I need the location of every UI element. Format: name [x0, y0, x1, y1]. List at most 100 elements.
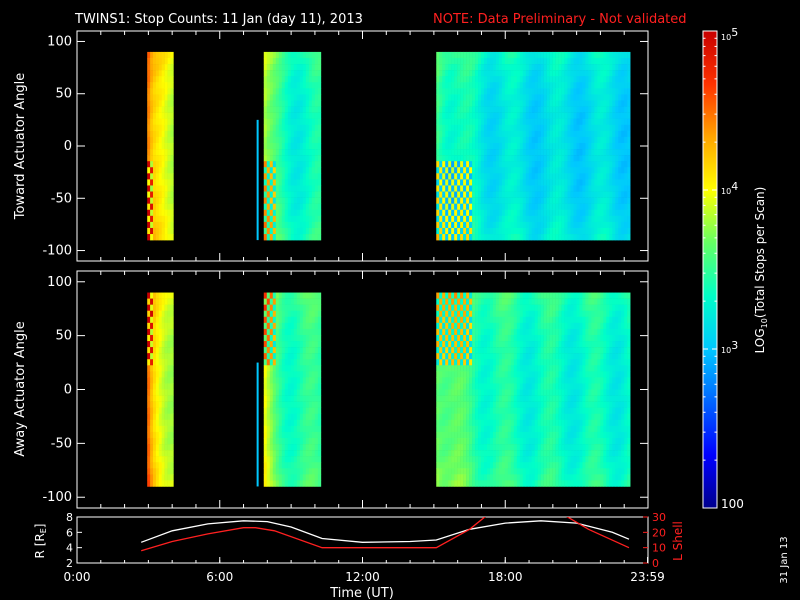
- heatmap-cell: [531, 474, 535, 481]
- heatmap-cell: [597, 209, 601, 217]
- heatmap-cell: [293, 234, 298, 241]
- heatmap-cell: [475, 51, 479, 59]
- heatmap-cell: [609, 112, 613, 119]
- heatmap-cell: [451, 437, 455, 445]
- heatmap-cell: [167, 185, 171, 192]
- heatmap-cell: [275, 124, 280, 132]
- heatmap-cell: [167, 322, 171, 330]
- heatmap-cell: [489, 359, 494, 366]
- heatmap-cell: [594, 149, 598, 156]
- heatmap-cell: [528, 419, 533, 427]
- heatmap-cell: [302, 124, 307, 132]
- heatmap-cell: [167, 425, 171, 433]
- heatmap-cell: [272, 480, 277, 487]
- heatmap-cell: [463, 353, 467, 360]
- heatmap-cell: [498, 347, 503, 354]
- heatmap-cell: [507, 227, 512, 235]
- heatmap-cell: [522, 82, 527, 89]
- heatmap-cell: [290, 437, 295, 445]
- heatmap-cell: [290, 371, 295, 378]
- heatmap-cell: [591, 191, 595, 198]
- heatmap-cell: [448, 359, 452, 366]
- heatmap-cell: [275, 173, 280, 180]
- heatmap-cell: [516, 298, 521, 305]
- heatmap-cell: [492, 179, 497, 186]
- heatmap-cell: [546, 328, 550, 336]
- heatmap-cell: [460, 118, 464, 126]
- heatmap-cell: [513, 353, 518, 360]
- heatmap-cell: [290, 395, 295, 402]
- heatmap-cell: [158, 64, 163, 71]
- heatmap-cell: [504, 106, 509, 113]
- heatmap-cell: [540, 401, 544, 408]
- heatmap-cell: [472, 88, 476, 95]
- heatmap-cell: [463, 310, 467, 318]
- heatmap-cell: [311, 234, 316, 241]
- heatmap-cell: [516, 94, 521, 101]
- heatmap-cell: [302, 450, 307, 457]
- heatmap-cell: [472, 149, 476, 156]
- heatmap-cell: [299, 179, 304, 186]
- heatmap-cell: [519, 70, 524, 77]
- heatmap-cell: [597, 179, 601, 186]
- heatmap-cell: [537, 82, 541, 89]
- heatmap-cell: [293, 316, 298, 324]
- heatmap-cell: [472, 197, 476, 204]
- heatmap-cell: [540, 203, 544, 211]
- heatmap-cell: [627, 70, 631, 77]
- heatmap-cell: [478, 389, 482, 396]
- heatmap-cell: [627, 161, 631, 168]
- heatmap-cell: [573, 51, 577, 59]
- heatmap-cell: [478, 450, 482, 457]
- heatmap-cell: [540, 450, 544, 457]
- heatmap-cell: [269, 341, 274, 348]
- heatmap-cell: [585, 100, 589, 107]
- heatmap-cell: [287, 209, 292, 217]
- heatmap-cell: [314, 450, 319, 457]
- heatmap-cell: [158, 161, 163, 168]
- heatmap-cell: [161, 82, 165, 89]
- heatmap-cell: [170, 227, 174, 235]
- heatmap-cell: [269, 112, 274, 119]
- heatmap-cell: [570, 136, 574, 144]
- heatmap-cell: [269, 100, 274, 107]
- heatmap-cell: [150, 347, 154, 354]
- heatmap-cell: [158, 395, 163, 402]
- heatmap-cell: [463, 371, 467, 378]
- heatmap-cell: [504, 347, 509, 354]
- heatmap-cell: [170, 334, 174, 342]
- heatmap-cell: [513, 203, 518, 211]
- heatmap-cell: [543, 149, 547, 156]
- heatmap-cell: [618, 167, 622, 174]
- heatmap-cell: [293, 179, 298, 186]
- heatmap-cell: [460, 431, 464, 439]
- heatmap-cell: [478, 304, 482, 312]
- heatmap-cell: [281, 347, 286, 354]
- heatmap-cell: [284, 353, 289, 360]
- heatmap-cell: [531, 82, 535, 89]
- heatmap-cell: [534, 377, 538, 384]
- heatmap-cell: [525, 142, 530, 150]
- heatmap-cell: [170, 395, 174, 402]
- heatmap-cell: [281, 450, 286, 457]
- heatmap-cell: [579, 185, 583, 192]
- heatmap-cell: [448, 70, 452, 77]
- heatmap-cell: [442, 161, 446, 168]
- heatmap-cell: [256, 119, 259, 241]
- heatmap-cell: [478, 142, 482, 150]
- heatmap-cell: [501, 389, 506, 396]
- heatmap-cell: [158, 413, 163, 421]
- heatmap-cell: [281, 316, 286, 324]
- heatmap-cell: [591, 234, 595, 241]
- heatmap-cell: [475, 57, 479, 65]
- heatmap-cell: [290, 462, 295, 469]
- heatmap-cell: [519, 149, 524, 156]
- heatmap-cell: [466, 209, 470, 217]
- heatmap-cell: [317, 407, 322, 415]
- heatmap-cell: [501, 173, 506, 180]
- heatmap-cell: [290, 310, 295, 318]
- heatmap-cell: [510, 203, 515, 211]
- heatmap-cell: [305, 401, 310, 408]
- heatmap-cell: [528, 456, 533, 463]
- heatmap-cell: [266, 173, 271, 180]
